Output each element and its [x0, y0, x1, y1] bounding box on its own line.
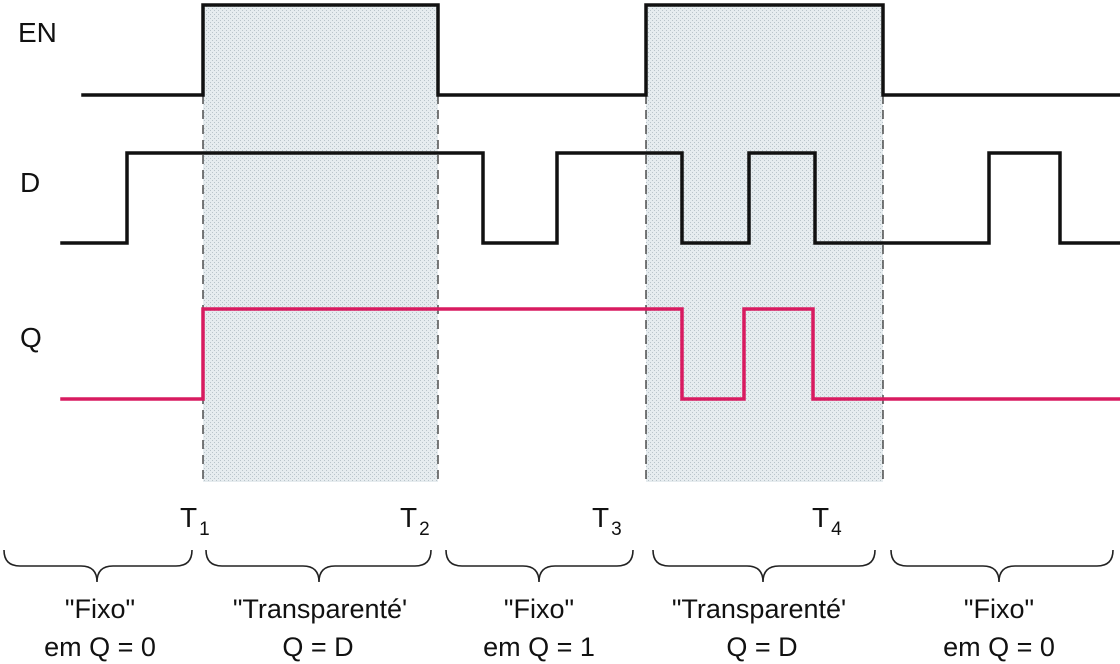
phase-brace-1 [3, 549, 193, 583]
phase-label-3-line2: em Q = 1 [483, 632, 595, 662]
phase-brace-4 [652, 549, 876, 583]
phase-label-1-line1: "Fixo" [65, 594, 135, 624]
en-waveform [81, 3, 1120, 97]
signal-label-en: EN [18, 17, 57, 48]
phase-brace-3 [445, 549, 634, 583]
phase-label-3-line1: "Fixo" [504, 594, 574, 624]
phase-label-2-line2: Q = D [282, 632, 353, 662]
phase-label-5-line2: em Q = 0 [943, 632, 1055, 662]
transparent-region-1 [203, 5, 438, 482]
phase-label-5-line1: "Fixo" [964, 594, 1034, 624]
signal-label-q: Q [20, 322, 42, 353]
phase-label-2-line1: "Transparenté' [233, 594, 407, 624]
d-waveform [60, 151, 1120, 245]
phase-label-4-line2: Q = D [726, 632, 797, 662]
signal-label-d: D [20, 167, 40, 198]
q-waveform [60, 307, 1120, 401]
phase-brace-5 [890, 549, 1114, 583]
phase-label-4-line1: "Transparenté' [672, 594, 846, 624]
phase-brace-2 [205, 549, 432, 583]
phase-label-1-line2: em Q = 0 [44, 632, 156, 662]
